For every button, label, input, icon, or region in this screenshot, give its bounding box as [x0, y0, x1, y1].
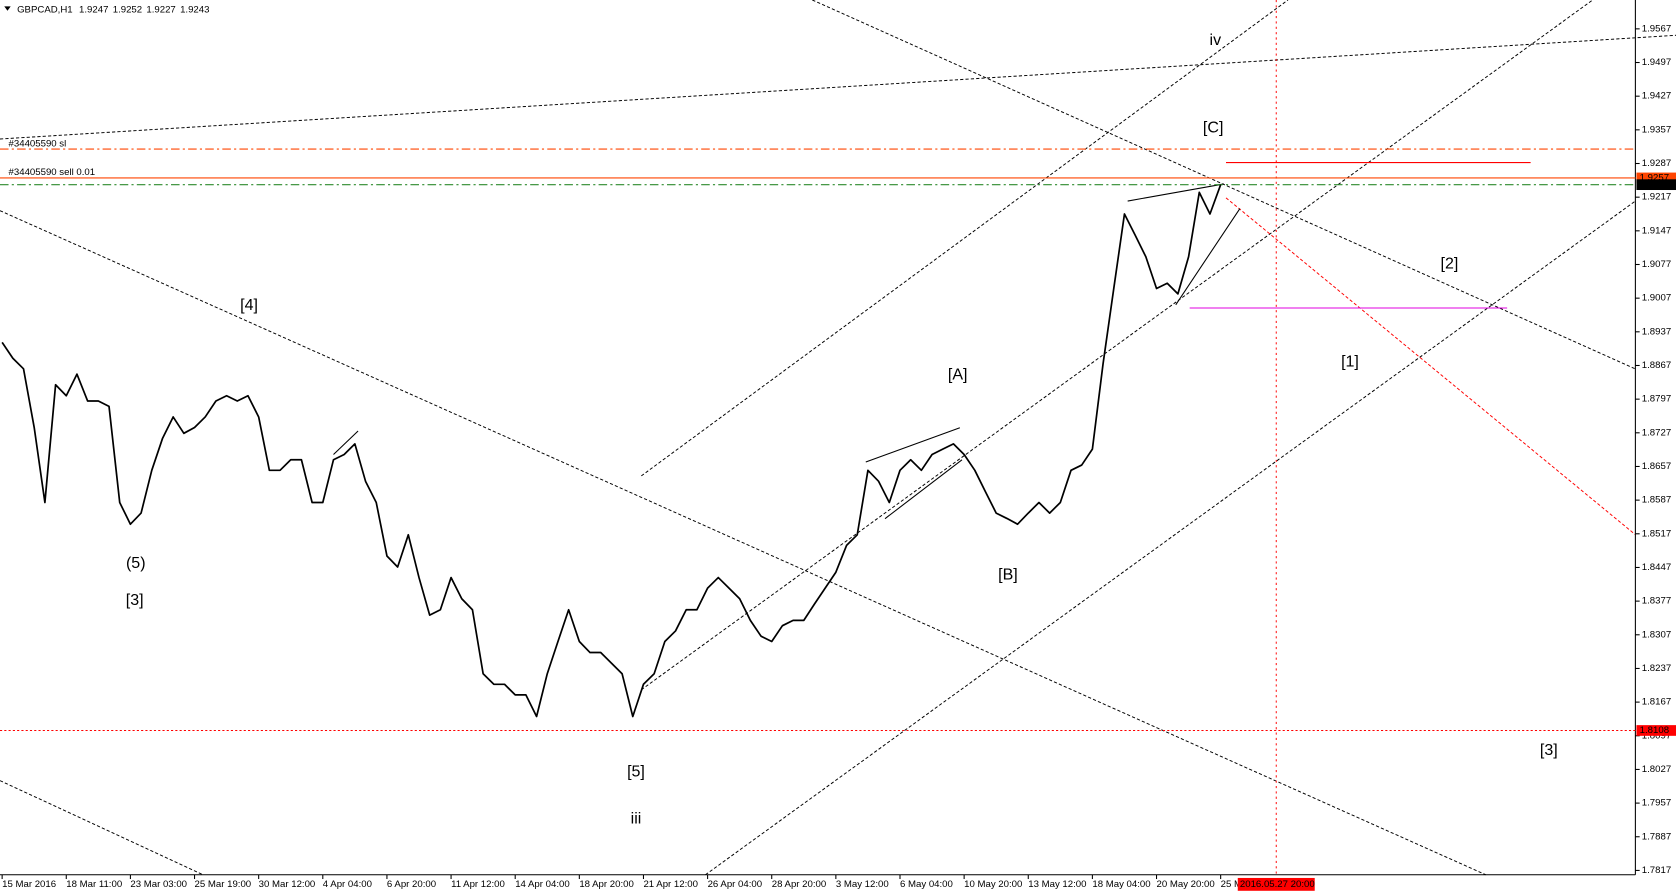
- x-tick-label: 13 May 12:00: [1028, 879, 1086, 890]
- y-tick-label: 1.9077: [1642, 259, 1671, 270]
- x-tick-label: 25 M: [1221, 879, 1242, 890]
- wave-label: iv: [1210, 31, 1222, 49]
- y-tick-label: 1.9147: [1642, 225, 1671, 236]
- x-tick-label: 6 Apr 20:00: [387, 879, 436, 890]
- wedge-line: [865, 427, 961, 463]
- x-tick-label: 23 Mar 03:00: [130, 879, 187, 890]
- x-tick-label: 26 Apr 04:00: [708, 879, 762, 890]
- y-tick-label: 1.9007: [1642, 293, 1671, 304]
- x-tick-label: 15 Mar 2016: [2, 879, 56, 890]
- y-tick-label: 1.7957: [1642, 798, 1671, 809]
- trend-line: [0, 210, 1486, 876]
- y-tick-label: 1.9497: [1642, 57, 1671, 68]
- x-tick-label: 18 Apr 20:00: [579, 879, 633, 890]
- y-tick-label: 1.9427: [1642, 91, 1671, 102]
- y-tick-label: 1.8657: [1642, 461, 1671, 472]
- price-tag-label: 1.9257: [1640, 172, 1669, 183]
- x-tick-label: 18 May 04:00: [1092, 879, 1150, 890]
- high: 1.9252: [113, 4, 142, 15]
- price-line: [1, 184, 1222, 718]
- price-tag: [1636, 172, 1676, 184]
- wave-label: [3]: [1540, 741, 1558, 759]
- y-tick-label: 1.8937: [1642, 326, 1671, 337]
- y-tick-label: 1.9217: [1642, 192, 1671, 203]
- wedge-line: [333, 430, 359, 455]
- x-tick-label: 6 May 04:00: [900, 879, 953, 890]
- level-label: #34405590 sell 0.01: [9, 167, 96, 178]
- x-tick-label: 14 Apr 04:00: [515, 879, 569, 890]
- y-tick-label: 1.8447: [1642, 562, 1671, 573]
- y-tick-label: 1.9567: [1642, 23, 1671, 34]
- y-tick-label: 1.7817: [1642, 865, 1671, 876]
- y-tick-label: 1.7887: [1642, 831, 1671, 842]
- wave-label: [2]: [1440, 254, 1458, 272]
- wedge-line: [1127, 183, 1224, 202]
- x-tick-label: 30 Mar 12:00: [259, 879, 316, 890]
- trend-line: [705, 200, 1636, 876]
- x-tick-label: 10 May 20:00: [964, 879, 1022, 890]
- date-tag-label: 2016.05.27 20:00: [1240, 879, 1315, 890]
- y-tick-label: 1.8587: [1642, 495, 1671, 506]
- x-tick-label: 4 Apr 04:00: [323, 879, 372, 890]
- wave-label: [4]: [240, 296, 258, 314]
- y-tick-label: 1.8377: [1642, 596, 1671, 607]
- wave-label: [A]: [948, 366, 968, 384]
- price-tag: [1636, 725, 1676, 736]
- wave-label: [5]: [627, 762, 645, 780]
- x-tick-label: 3 May 12:00: [836, 879, 889, 890]
- price-tag: [1636, 179, 1676, 191]
- y-tick-label: 1.8517: [1642, 528, 1671, 539]
- x-tick-label: 28 Apr 20:00: [772, 879, 826, 890]
- y-tick-label: 1.8307: [1642, 629, 1671, 640]
- close: 1.9243: [180, 4, 209, 15]
- drawings: [0, 0, 1676, 876]
- y-tick-label: 1.8727: [1642, 427, 1671, 438]
- wedge-line: [884, 459, 963, 520]
- header: GBPCAD,H1 1.9247 1.9252 1.9227 1.9243: [17, 4, 209, 15]
- x-tick-label: 11 Apr 12:00: [451, 879, 505, 890]
- price-tag-label: 1.9243: [1640, 179, 1669, 190]
- trend-line: [641, 0, 1593, 691]
- wave-label: [1]: [1341, 353, 1359, 371]
- wave-label: [C]: [1203, 119, 1223, 137]
- x-tick-label: 25 Mar 19:00: [195, 879, 252, 890]
- y-tick-label: 1.8167: [1642, 697, 1671, 708]
- open: 1.9247: [79, 4, 108, 15]
- wave-label: (5): [126, 554, 146, 572]
- y-tick-label: 1.8797: [1642, 394, 1671, 405]
- y-tick-label: 1.9287: [1642, 158, 1671, 169]
- x-tick-label: 20 May 20:00: [1157, 879, 1215, 890]
- price-tag-label: 1.8108: [1640, 725, 1669, 736]
- wave-label: iii: [631, 809, 642, 827]
- y-tick-label: 1.8237: [1642, 663, 1671, 674]
- trend-line: [641, 0, 1289, 477]
- menu-arrow[interactable]: [4, 6, 11, 11]
- wave-label: [B]: [998, 566, 1018, 584]
- wedge-line: [1175, 208, 1241, 306]
- wave-label: [3]: [126, 591, 144, 609]
- trend-line: [0, 34, 1676, 140]
- trend-line: [1225, 197, 1636, 536]
- y-tick-label: 1.8027: [1642, 764, 1671, 775]
- y-tick-label: 1.9357: [1642, 124, 1671, 135]
- x-tick-label: 18 Mar 11:00: [66, 879, 122, 890]
- x-tick-label: 21 Apr 12:00: [643, 879, 697, 890]
- y-tick-label: 1.8867: [1642, 360, 1671, 371]
- level-label: #34405590 sl: [9, 138, 67, 149]
- low: 1.9227: [146, 4, 175, 15]
- symbol: GBPCAD,H1: [17, 4, 73, 15]
- date-tag: [1237, 877, 1315, 891]
